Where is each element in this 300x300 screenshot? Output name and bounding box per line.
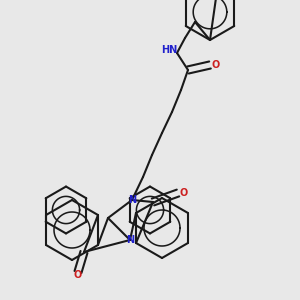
Text: O: O (212, 60, 220, 70)
Text: HN: HN (161, 45, 178, 55)
Text: N: N (128, 195, 136, 205)
Text: N: N (126, 235, 134, 245)
Text: O: O (74, 270, 82, 280)
Text: O: O (180, 188, 188, 198)
